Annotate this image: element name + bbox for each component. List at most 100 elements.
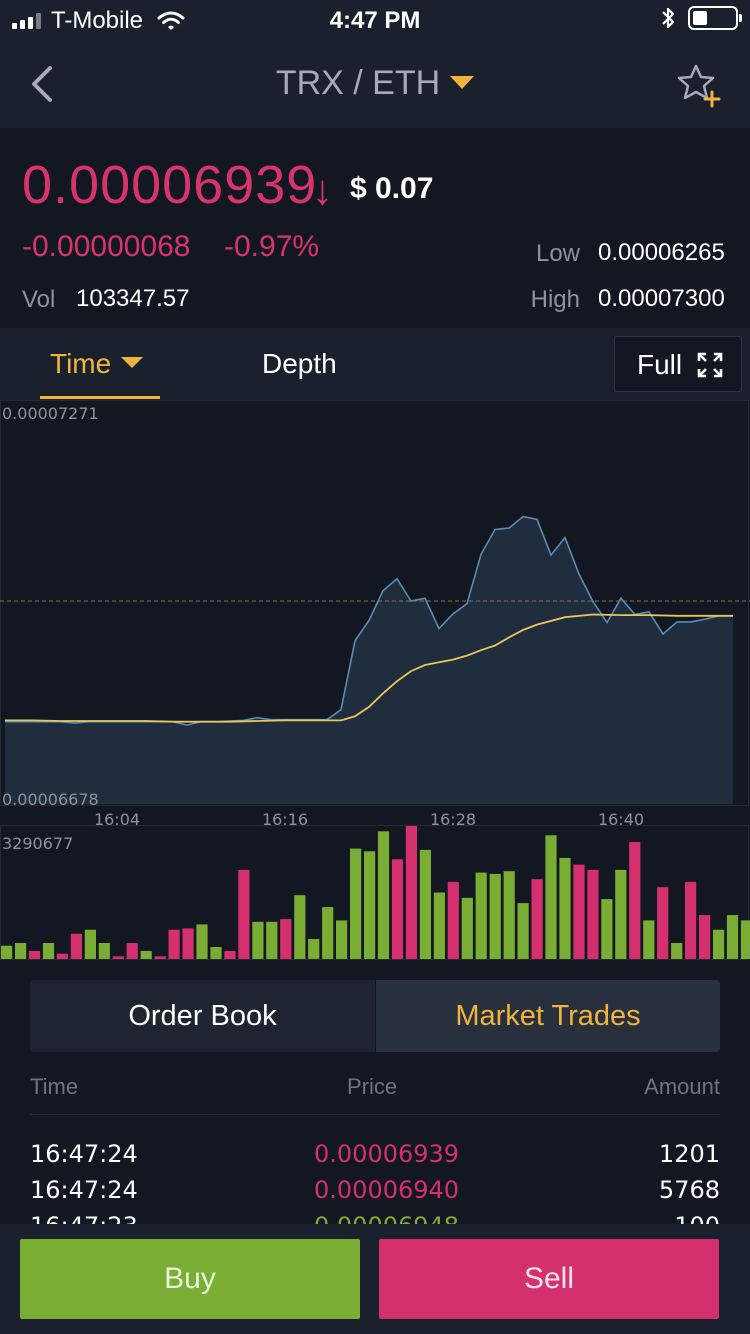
volume-bar — [419, 849, 431, 959]
volume-bar — [294, 895, 306, 959]
volume-bar — [210, 947, 222, 959]
price-change: -0.00000068 — [22, 230, 191, 263]
battery-icon — [688, 6, 742, 30]
volume-bar — [308, 939, 320, 959]
tab-market-trades[interactable]: Market Trades — [376, 980, 720, 1052]
price-down-arrow-icon: ↓ — [312, 166, 333, 213]
trade-price: 0.00006939 — [314, 1140, 460, 1168]
volume-bar — [98, 943, 110, 959]
volume-bar — [224, 951, 236, 959]
volume-bar — [42, 943, 55, 959]
sell-button[interactable]: Sell — [379, 1239, 719, 1319]
volume-bar — [168, 929, 180, 959]
trade-amount: 5768 — [658, 1176, 720, 1204]
status-right — [660, 6, 742, 30]
volume-bar — [489, 873, 501, 959]
tab-depth[interactable]: Depth — [262, 348, 337, 379]
volume-bar — [182, 928, 194, 959]
volume-bar — [28, 951, 41, 959]
carrier-group: T-Mobile — [12, 7, 185, 35]
tab-time[interactable]: Time — [40, 328, 160, 400]
volume-bar — [336, 920, 348, 959]
trade-price: 0.00006940 — [314, 1176, 460, 1204]
x-axis-tick-label: 16:40 — [597, 810, 645, 829]
low-label: Low — [535, 240, 580, 267]
volume-bar — [713, 929, 725, 959]
volume-bar — [364, 851, 376, 959]
volume-bar — [126, 943, 138, 959]
y-axis-min-label: 0.00006678 — [2, 790, 99, 809]
trade-time: 16:47:24 — [30, 1176, 138, 1204]
fullscreen-button[interactable]: Full — [614, 336, 742, 392]
price-change-percent: -0.97% — [224, 230, 320, 263]
volume-bar — [475, 872, 487, 960]
trades-list[interactable]: 16:47:24 0.00006939 1201 16:47:24 0.0000… — [30, 1136, 720, 1224]
volume-bar — [154, 956, 166, 959]
add-favorite-star-icon[interactable] — [676, 62, 722, 108]
volume-label: Vol — [22, 286, 56, 313]
volume-bar — [699, 915, 711, 959]
chevron-down-icon — [121, 357, 144, 369]
volume-bar — [740, 920, 750, 959]
volume-bar — [196, 924, 208, 959]
chart-frame — [0, 400, 749, 806]
trade-amount: 1201 — [658, 1140, 720, 1168]
volume-bar — [531, 879, 543, 959]
tab-time-label: Time — [50, 348, 112, 379]
volume-bar — [140, 951, 152, 959]
y-axis-max-label: 0.00007271 — [2, 404, 99, 423]
nav-bar: TRX / ETH — [0, 40, 750, 128]
column-header-time: Time — [30, 1074, 79, 1099]
price-area — [5, 516, 733, 804]
table-row: 16:47:24 0.00006939 1201 — [30, 1136, 720, 1172]
volume-bar — [84, 929, 96, 959]
trade-amount: 100 — [674, 1212, 720, 1224]
trade-time: 16:47:24 — [30, 1140, 138, 1168]
volume-frame — [0, 825, 749, 960]
volume-bar — [238, 869, 250, 959]
volume-bar — [726, 915, 739, 959]
high-value: 0.00007300 — [598, 285, 725, 312]
x-axis-tick-label: 16:04 — [93, 810, 141, 829]
high-label: High — [530, 286, 580, 313]
volume-bar — [1, 945, 13, 959]
trade-time: 16:47:23 — [30, 1212, 138, 1224]
x-axis-tick-label: 16:28 — [429, 810, 477, 829]
action-bar: Buy Sell — [0, 1224, 750, 1334]
expand-icon — [697, 352, 723, 378]
moving-average-line — [5, 613, 733, 723]
volume-bar — [391, 859, 404, 960]
column-header-price: Price — [347, 1074, 398, 1099]
price-chart[interactable]: 0.00007271 0.00006678 16:04 16:16 16:28 16:… — [0, 400, 750, 980]
back-button[interactable] — [24, 62, 64, 106]
volume-bar — [517, 903, 529, 959]
divider — [30, 1114, 720, 1115]
chevron-down-icon — [450, 75, 475, 89]
volume-bar — [433, 892, 445, 959]
trade-price: 0.00006948 — [314, 1212, 459, 1224]
chart-tabs: Time Depth Full — [0, 328, 750, 400]
volume-bar — [70, 933, 82, 959]
low-value: 0.00006265 — [598, 239, 725, 266]
wifi-icon — [157, 11, 185, 30]
column-header-amount: Amount — [644, 1074, 720, 1099]
volume-bar — [447, 881, 459, 959]
volume-bar — [643, 920, 655, 959]
pair-title: TRX / ETH — [275, 64, 441, 102]
volume-bar — [252, 921, 264, 959]
tab-order-book[interactable]: Order Book — [128, 1000, 277, 1032]
x-axis-tick-label: 16:16 — [261, 810, 309, 829]
volume-bar — [545, 835, 557, 959]
volume-bar — [280, 919, 292, 959]
volume-bar — [350, 848, 362, 959]
fullscreen-label: Full — [637, 349, 683, 380]
ticker-panel: 0.00006939 ↓ $ 0.07 -0.00000068 -0.97% V… — [0, 128, 750, 328]
buy-button[interactable]: Buy — [20, 1239, 360, 1319]
usd-price: $ 0.07 — [350, 172, 434, 205]
volume-max-label: 3290677 — [2, 834, 74, 853]
active-tab-indicator — [40, 396, 160, 399]
volume-bar — [573, 864, 585, 959]
volume-bar — [503, 871, 515, 959]
pair-selector[interactable]: TRX / ETH — [0, 64, 750, 103]
volume-bar — [112, 956, 124, 959]
